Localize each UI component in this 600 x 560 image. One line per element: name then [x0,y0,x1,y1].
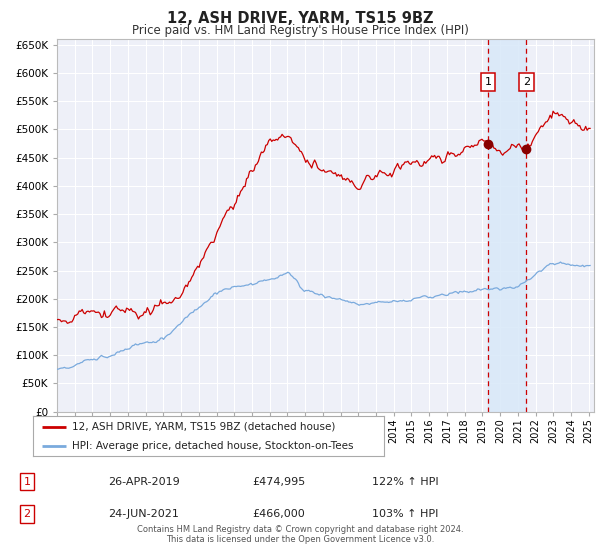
Text: 103% ↑ HPI: 103% ↑ HPI [372,509,439,519]
Text: 122% ↑ HPI: 122% ↑ HPI [372,477,439,487]
Text: 2: 2 [23,509,31,519]
Text: £474,995: £474,995 [252,477,305,487]
Text: 1: 1 [485,77,491,87]
Text: 24-JUN-2021: 24-JUN-2021 [108,509,179,519]
Text: 12, ASH DRIVE, YARM, TS15 9BZ: 12, ASH DRIVE, YARM, TS15 9BZ [167,11,433,26]
Text: £466,000: £466,000 [252,509,305,519]
Text: 26-APR-2019: 26-APR-2019 [108,477,180,487]
Text: 1: 1 [23,477,31,487]
Text: Price paid vs. HM Land Registry's House Price Index (HPI): Price paid vs. HM Land Registry's House … [131,24,469,36]
Text: Contains HM Land Registry data © Crown copyright and database right 2024.
This d: Contains HM Land Registry data © Crown c… [137,525,463,544]
Text: 12, ASH DRIVE, YARM, TS15 9BZ (detached house): 12, ASH DRIVE, YARM, TS15 9BZ (detached … [71,422,335,432]
Text: 2: 2 [523,77,530,87]
Text: HPI: Average price, detached house, Stockton-on-Tees: HPI: Average price, detached house, Stoc… [71,441,353,450]
Bar [488,39,526,412]
